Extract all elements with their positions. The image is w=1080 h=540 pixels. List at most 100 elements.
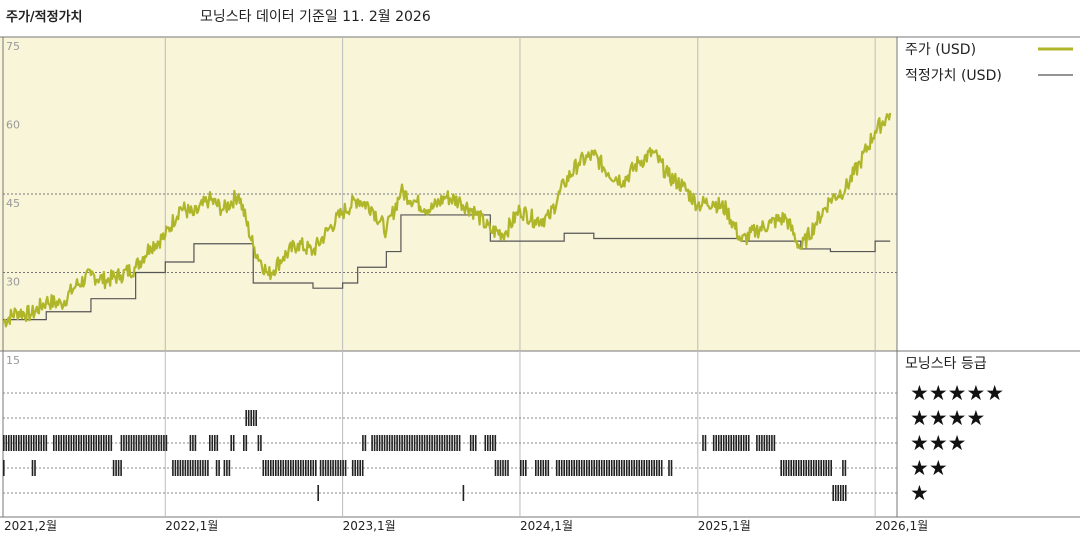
rating-1-star-bar <box>317 485 319 501</box>
rating-3-star-bar <box>378 435 381 451</box>
rating-3-star-bar <box>453 435 456 451</box>
rating-3-star-bar <box>25 435 28 451</box>
rating-3-star-bar <box>494 435 497 451</box>
rating-2-star-bar <box>522 460 525 476</box>
rating-1-star-bar <box>837 485 839 501</box>
rating-2-star-bar <box>797 460 800 476</box>
rating-4-star-bar <box>247 410 250 426</box>
rating-3-star-bar <box>443 435 446 451</box>
rating-3-star-bar <box>413 435 416 451</box>
legend-fair-value-label: 적정가치 (USD) <box>905 68 1002 84</box>
rating-2-star-bar <box>265 460 267 476</box>
x-tick-label: 2022,1월 <box>165 519 218 533</box>
rating-2-star-bar <box>563 460 565 476</box>
rating-2-star-bar <box>640 460 643 476</box>
rating-2-star-bar <box>630 460 633 476</box>
rating-2-star-bar <box>844 460 847 476</box>
rating-2-star-bar <box>334 460 337 476</box>
rating-3-star-bar <box>717 435 720 451</box>
rating-3-star-bar <box>123 435 125 451</box>
rating-3-star-bar <box>745 435 747 451</box>
rating-3-star-bar <box>65 435 68 451</box>
rating-3-star-bar <box>756 435 758 451</box>
rating-3-star-bar <box>78 435 80 451</box>
rating-3-star-bar <box>715 435 717 451</box>
rating-2-star-bar <box>305 460 307 476</box>
rating-4-star-bar <box>255 410 257 426</box>
rating-3-star-bar <box>761 435 763 451</box>
rating-2-star-bar <box>312 460 315 476</box>
rating-3-star-bar <box>120 435 123 451</box>
rating-4-star-bar <box>252 410 255 426</box>
rating-3-star-bar <box>85 435 88 451</box>
rating-2-star-bar <box>300 460 302 476</box>
rating-2-star-bar <box>322 460 324 476</box>
rating-3-star-bar <box>487 435 489 451</box>
rating-3-star-bar <box>232 435 235 451</box>
y-tick-label: 60 <box>6 119 20 132</box>
rating-3-star-bar <box>216 435 219 451</box>
rating-3-star-bar <box>138 435 140 451</box>
rating-3-star-bar <box>448 435 451 451</box>
rating-3-star-bar <box>421 435 423 451</box>
rating-2-star-bar <box>565 460 568 476</box>
rating-3-star-bar <box>209 435 211 451</box>
rating-3-star-bar <box>725 435 727 451</box>
rating-3-star-bar <box>194 435 197 451</box>
rating-3-star-bar <box>108 435 110 451</box>
rating-2-star-bar <box>282 460 285 476</box>
rating-3-star-bar <box>730 435 732 451</box>
rating-3-star-bar <box>155 435 158 451</box>
rating-2-star-bar <box>782 460 785 476</box>
rating-3-star-bar <box>53 435 55 451</box>
rating-3-star-bar <box>722 435 725 451</box>
rating-2-star-bar <box>585 460 588 476</box>
rating-row-1-star: ★ <box>910 481 929 505</box>
rating-3-star-bar <box>766 435 768 451</box>
rating-3-star-bar <box>260 435 262 451</box>
data-date-subtitle: 모닝스타 데이터 기준일 11. 2월 2026 <box>200 9 431 25</box>
rating-3-star-bar <box>214 435 216 451</box>
rating-3-star-bar <box>189 435 192 451</box>
rating-3-star-bar <box>474 435 477 451</box>
rating-2-star-bar <box>568 460 570 476</box>
rating-3-star-bar <box>153 435 155 451</box>
rating-2-star-bar <box>179 460 182 476</box>
rating-2-star-bar <box>827 460 830 476</box>
rating-2-star-bar <box>218 460 220 476</box>
rating-1-star-bar <box>462 485 465 501</box>
rating-2-star-bar <box>595 460 598 476</box>
rating-2-star-bar <box>590 460 593 476</box>
rating-3-star-bar <box>192 435 194 451</box>
rating-3-star-bar <box>472 435 474 451</box>
rating-3-star-bar <box>383 435 386 451</box>
rating-3-star-bar <box>406 435 408 451</box>
rating-2-star-bar <box>658 460 660 476</box>
y-tick-label: 75 <box>6 40 20 53</box>
rating-2-star-bar <box>588 460 590 476</box>
rating-3-star-bar <box>702 435 704 451</box>
rating-3-star-bar <box>388 435 391 451</box>
rating-2-star-bar <box>504 460 507 476</box>
rating-2-star-bar <box>653 460 655 476</box>
rating-3-star-bar <box>75 435 78 451</box>
rating-3-star-bar <box>88 435 90 451</box>
x-tick-label: 2024,1월 <box>520 519 573 533</box>
rating-3-star-bar <box>140 435 143 451</box>
rating-3-star-bar <box>83 435 85 451</box>
rating-2-star-bar <box>830 460 832 476</box>
rating-1-star-bar <box>839 485 842 501</box>
rating-3-star-bar <box>376 435 378 451</box>
rating-3-star-bar <box>411 435 413 451</box>
rating-2-star-bar <box>620 460 623 476</box>
y-tick-label: 45 <box>6 197 20 210</box>
rating-2-star-bar <box>319 460 322 476</box>
rating-3-star-bar <box>33 435 35 451</box>
rating-2-star-bar <box>192 460 194 476</box>
rating-3-star-bar <box>423 435 426 451</box>
rating-2-star-bar <box>537 460 540 476</box>
rating-2-star-bar <box>497 460 499 476</box>
rating-2-star-bar <box>359 460 361 476</box>
rating-2-star-bar <box>555 460 558 476</box>
rating-3-star-bar <box>416 435 418 451</box>
